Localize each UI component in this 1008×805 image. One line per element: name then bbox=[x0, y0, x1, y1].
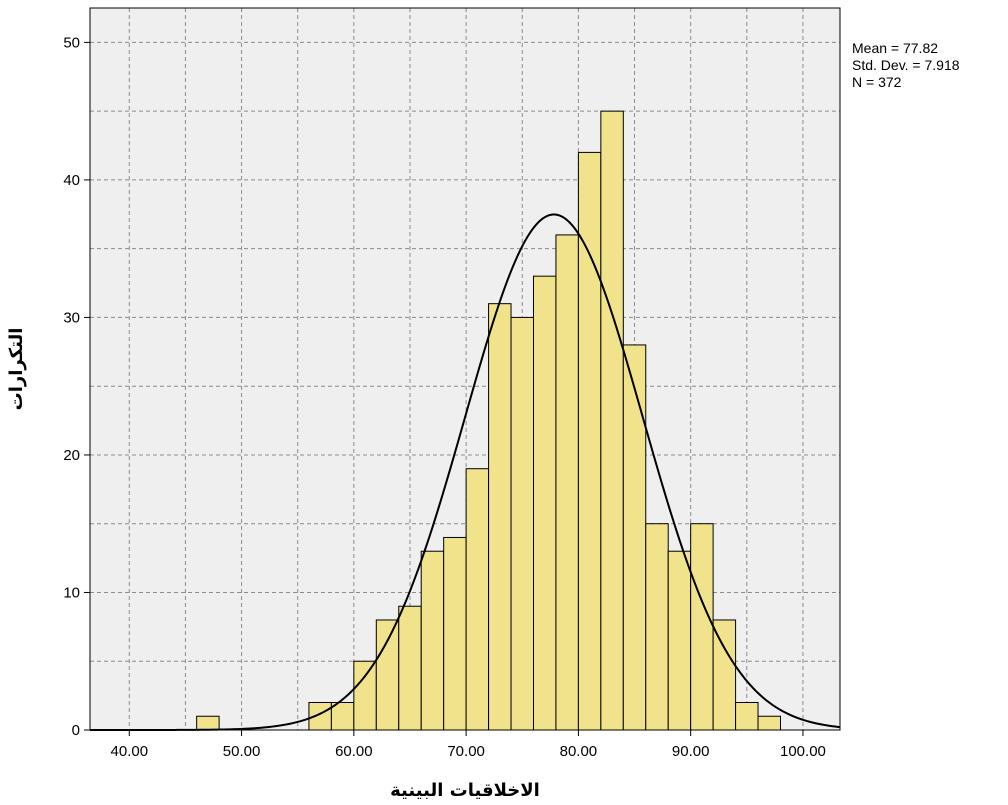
histogram-bar bbox=[555, 234, 579, 731]
y-tick-label: 20 bbox=[63, 447, 80, 464]
histogram-bar bbox=[600, 110, 624, 731]
histogram-bar bbox=[622, 344, 647, 731]
stat-std-dev: Std. Dev. = 7.918 bbox=[852, 57, 960, 73]
x-tick-label: 90.00 bbox=[672, 743, 710, 760]
y-tick-label: 50 bbox=[63, 34, 80, 51]
y-axis-title: التكرارات bbox=[6, 328, 27, 411]
x-tick-label: 40.00 bbox=[111, 743, 149, 760]
x-tick-label: 100.00 bbox=[780, 743, 826, 760]
x-axis-title: الاخلاقيات البينية bbox=[390, 780, 540, 801]
stat-n: N = 372 bbox=[852, 74, 902, 90]
histogram-bar bbox=[443, 536, 467, 731]
x-axis: 40.00 50.00 60.00 70.00 80.00 90.00 100.00 bbox=[111, 730, 826, 760]
histogram-bar bbox=[465, 468, 490, 731]
summary-stats: Mean = 77.82 Std. Dev. = 7.918 N = 372 bbox=[852, 40, 960, 90]
histogram-bar bbox=[330, 701, 355, 731]
histogram-bar bbox=[420, 550, 445, 731]
plot-frame bbox=[89, 7, 841, 731]
histogram-bars bbox=[196, 110, 781, 731]
histogram-bar bbox=[690, 523, 714, 731]
y-axis: 0 10 20 30 40 50 bbox=[63, 34, 90, 739]
histogram-bar bbox=[735, 701, 759, 731]
histogram-bar bbox=[196, 715, 220, 731]
x-tick-label: 70.00 bbox=[447, 743, 485, 760]
y-tick-label: 10 bbox=[63, 584, 80, 601]
stat-mean: Mean = 77.82 bbox=[852, 40, 938, 56]
histogram-bar bbox=[645, 523, 669, 731]
histogram-bar bbox=[532, 275, 557, 731]
y-tick-label: 0 bbox=[72, 722, 80, 739]
histogram-bar bbox=[375, 619, 400, 731]
y-tick-label: 30 bbox=[63, 309, 80, 326]
histogram-bar bbox=[757, 715, 781, 731]
histogram-bar bbox=[488, 303, 512, 731]
y-tick-label: 40 bbox=[63, 172, 80, 189]
histogram-bar bbox=[510, 316, 534, 731]
histogram-bar bbox=[667, 550, 692, 731]
x-tick-label: 50.00 bbox=[223, 743, 261, 760]
x-tick-label: 60.00 bbox=[335, 743, 373, 760]
histogram-bar bbox=[398, 605, 422, 731]
x-tick-label: 80.00 bbox=[560, 743, 598, 760]
histogram-bar bbox=[712, 619, 737, 731]
histogram-bar bbox=[353, 660, 377, 731]
